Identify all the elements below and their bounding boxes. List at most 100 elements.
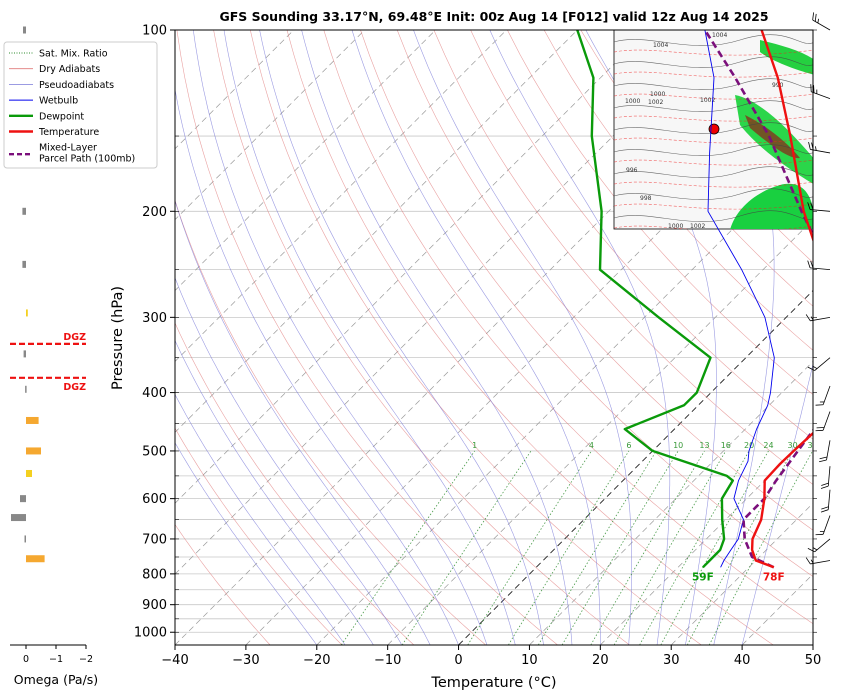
surface-value-label: 59F — [692, 571, 714, 583]
pseudoadiabat-line — [175, 199, 431, 645]
inset-location-map: 1004100410021000100299699810001002100099… — [613, 29, 814, 230]
pseudoadiabat-line — [741, 362, 813, 645]
wind-barb-flag — [810, 84, 812, 92]
x-tick-label: −10 — [374, 653, 401, 668]
isobar-contour — [614, 122, 813, 134]
chart-title: GFS Sounding 33.17°N, 69.48°E Init: 00z … — [219, 9, 768, 24]
y-tick-label: 900 — [142, 598, 167, 613]
wind-barb-flag — [808, 141, 811, 150]
wind-barb-staff — [814, 357, 831, 371]
wind-barb-staff — [822, 411, 831, 431]
wind-barb-staff — [810, 316, 831, 322]
wind-barb-flag — [821, 482, 829, 486]
profile-lines — [576, 30, 813, 569]
isobar-contour — [614, 210, 813, 222]
pseudoadiabat-line — [259, 30, 544, 645]
wind-barb — [810, 84, 831, 99]
pseudoadiabat-line — [705, 30, 775, 645]
series-line-mixed-layer — [703, 30, 813, 569]
wind-barb-half-flag — [810, 316, 814, 321]
map-contour-label: 1002 — [648, 99, 663, 106]
map-contour-label: 1004 — [653, 42, 668, 49]
dry-adiabat-line — [507, 30, 813, 395]
legend-label: Dewpoint — [39, 111, 84, 122]
dry-adiabat-line — [838, 30, 856, 645]
wind-barb — [820, 466, 831, 489]
mixing-ratio-line — [401, 450, 532, 645]
legend-label: Dry Adiabats — [39, 64, 100, 75]
dry-adiabat-line — [580, 30, 813, 307]
pseudoadiabat-line — [489, 30, 671, 645]
isotherm-line — [175, 30, 649, 504]
map-contour-label: 996 — [626, 167, 638, 174]
x-tick-label: −20 — [303, 653, 330, 668]
map-contour-label: 1000 — [650, 91, 665, 98]
isobar-contour — [614, 100, 813, 112]
mixing-ratio-line — [467, 450, 592, 645]
legend: Sat. Mix. Ratio Dry Adiabats Pseudoadiabat… — [3, 41, 158, 169]
isotherm-line — [316, 148, 813, 645]
omega-bar — [22, 207, 26, 215]
wind-barb-staff — [810, 149, 831, 154]
pseudoadiabat-line — [585, 30, 717, 645]
legend-label: Sat. Mix. Ratio — [39, 49, 108, 60]
inset-map-content: 1004100410021000100299699810001002100099… — [614, 32, 813, 229]
thickness-contour — [614, 137, 813, 144]
thickness-contour — [614, 93, 813, 100]
mixing-ratio-label: 13 — [699, 441, 709, 450]
wind-barb-staff — [810, 267, 831, 271]
wind-barb-half-flag — [819, 401, 825, 403]
mixing-ratio-label: 20 — [744, 441, 754, 450]
dry-adiabat-line — [250, 30, 702, 645]
map-contour-label: 1004 — [712, 32, 727, 39]
mixing-ratio-label: 10 — [673, 441, 683, 450]
wind-barb-flag — [816, 427, 825, 429]
isotherm-line — [175, 30, 436, 292]
thickness-contour — [614, 225, 813, 229]
wind-barb — [807, 260, 831, 271]
dry-adiabat-line — [396, 30, 813, 531]
thickness-contour — [614, 115, 813, 122]
y-tick-label: 700 — [142, 532, 167, 547]
wind-barb-flag — [815, 404, 824, 406]
wind-barb-staff — [822, 385, 831, 405]
pseudoadiabat-line — [301, 30, 573, 645]
dry-adiabat-line — [175, 322, 415, 645]
isotherm-line — [175, 30, 578, 433]
x-tick-label: 20 — [592, 653, 609, 668]
wind-barb-flag — [810, 260, 814, 269]
isobar-contour — [614, 166, 813, 178]
pseudoadiabat-line — [351, 30, 601, 645]
wind-barb-flag — [819, 456, 828, 460]
wind-barb — [807, 357, 831, 371]
wind-barb — [815, 411, 831, 432]
wind-barb — [815, 385, 831, 406]
legend-label: Wetbulb — [39, 96, 78, 107]
omega-bar — [20, 495, 26, 503]
pseudoadiabat-line — [175, 339, 374, 645]
mixing-ratio-label: 36 — [807, 441, 817, 450]
wind-barb-flag — [811, 142, 814, 151]
dry-adiabat-line — [470, 30, 813, 440]
mixing-ratio-line — [708, 450, 813, 645]
wind-barb — [820, 489, 831, 513]
omega-tick-label: −2 — [79, 654, 93, 665]
wind-barb — [807, 538, 831, 553]
omega-bar — [24, 535, 26, 543]
dry-adiabat-line — [286, 30, 774, 645]
omega-bar — [23, 26, 26, 34]
wind-barb — [819, 440, 831, 463]
x-tick-label: 0 — [454, 653, 462, 668]
y-tick-label: 1000 — [134, 626, 167, 641]
x-tick-label: 50 — [805, 653, 822, 668]
y-tick-label: 600 — [142, 492, 167, 507]
y-tick-label: 300 — [142, 311, 167, 326]
omega-bar — [26, 416, 39, 424]
thickness-contour — [614, 203, 813, 210]
wind-barb-half-flag — [817, 18, 819, 24]
mixing-ratio-line — [340, 450, 476, 645]
legend-box — [3, 41, 158, 169]
x-tick-label: 40 — [734, 653, 751, 668]
wind-barb-staff — [811, 91, 831, 99]
wind-barb-half-flag — [813, 547, 818, 551]
